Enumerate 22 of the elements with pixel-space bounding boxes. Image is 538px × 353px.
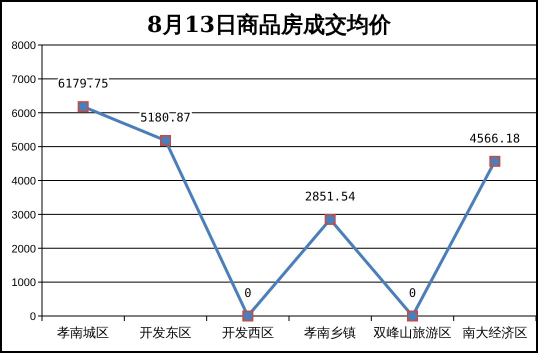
y-tick-label: 2000	[12, 243, 36, 256]
data-label: 4566.18	[470, 131, 520, 146]
y-tick-label: 3000	[12, 209, 36, 222]
chart-title: 8月13日商品房成交均价	[147, 12, 392, 38]
data-label: 0	[408, 286, 416, 300]
y-tick-label: 1000	[12, 277, 36, 290]
y-tick-label: 0	[30, 311, 36, 323]
x-tick-label: 双峰山旅游区	[374, 326, 452, 341]
y-tick-label: 7000	[12, 74, 36, 86]
x-tick-label: 开发西区	[222, 326, 274, 341]
x-tick-label: 孝南乡镇	[304, 326, 356, 341]
x-tick-label: 开发东区	[140, 326, 192, 341]
y-tick-label: 8000	[12, 40, 36, 52]
data-label: 0	[244, 286, 252, 300]
y-tick-label: 4000	[12, 176, 36, 188]
data-label: 5180.87	[140, 110, 191, 124]
data-label: 2851.54	[304, 189, 356, 204]
y-tick-label: 5000	[12, 142, 36, 154]
x-tick-label: 孝南城区	[57, 326, 110, 341]
y-tick-label: 6000	[12, 108, 36, 120]
data-label: 6179.75	[58, 76, 108, 91]
x-tick-label: 南大经济区	[462, 326, 528, 341]
